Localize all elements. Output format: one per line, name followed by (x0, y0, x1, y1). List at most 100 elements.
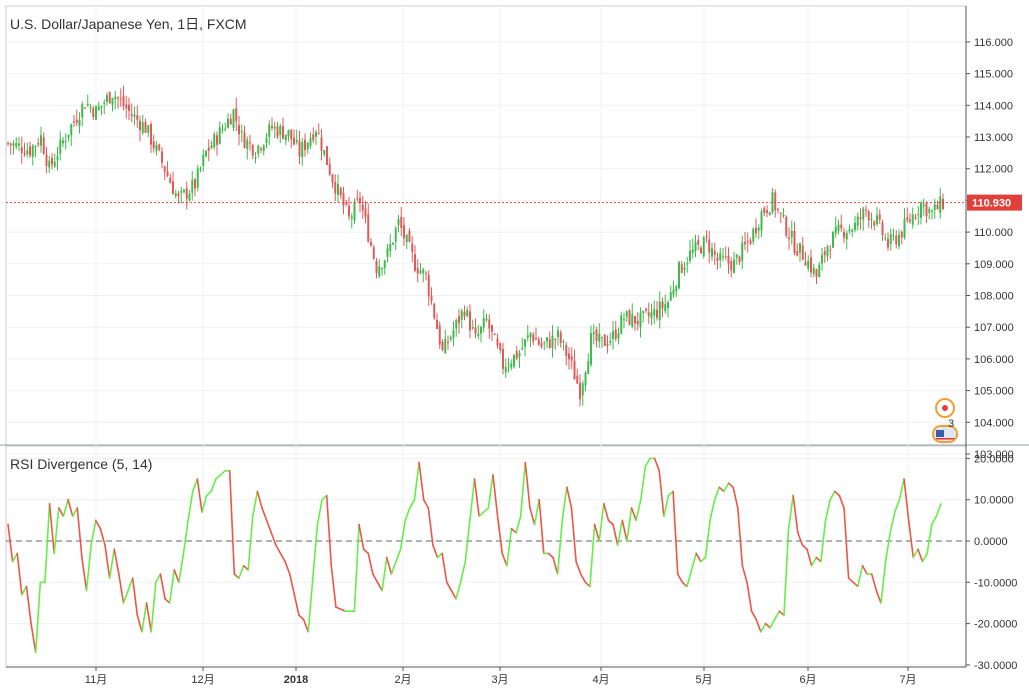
candle-body (458, 316, 460, 324)
rsi-segment (136, 614, 143, 633)
candle-body (414, 254, 416, 271)
candle-body (111, 98, 114, 105)
candle-body (356, 198, 359, 200)
candle-body (782, 214, 785, 217)
rsi-tick-label: -20.0000 (974, 619, 1017, 631)
rsi-segment (663, 494, 670, 518)
candle-body (425, 273, 427, 275)
rsi-segment (630, 507, 637, 522)
rsi-segment (750, 610, 758, 621)
candle-body (829, 249, 832, 251)
candle-body (125, 104, 128, 109)
candle-body (177, 193, 180, 197)
candle-body (598, 333, 601, 342)
rsi-segment (482, 507, 490, 513)
candle-body (378, 266, 381, 277)
rsi-segment (552, 556, 559, 575)
candle-body (928, 208, 931, 213)
candle-body (254, 157, 257, 159)
rsi-segment (478, 511, 485, 518)
candle-body (188, 193, 191, 201)
candle-body (832, 232, 834, 248)
candle-body (271, 126, 273, 129)
candle-body (411, 243, 414, 252)
rsi-series[interactable] (7, 457, 942, 654)
rsi-segment (653, 457, 661, 472)
candle-body (790, 230, 793, 238)
rsi-segment (284, 560, 291, 575)
candle-body (469, 311, 471, 331)
rsi-segment (593, 523, 601, 542)
candlestick-series[interactable] (7, 85, 944, 407)
candle-body (917, 214, 920, 216)
rsi-segment (362, 548, 370, 555)
rsi-segment (519, 461, 527, 518)
event-marker-icon[interactable] (935, 398, 955, 418)
rsi-segment (464, 519, 471, 563)
rsi-segment (889, 511, 896, 534)
candle-body (848, 229, 851, 232)
candle-body (620, 315, 623, 334)
candle-body (579, 382, 581, 400)
candle-body (293, 137, 295, 145)
candle-body (199, 167, 202, 169)
us-flag-event-icon[interactable] (932, 425, 958, 443)
candle-body (273, 126, 276, 129)
price-tick-label: 109.000 (974, 259, 1014, 271)
rsi-segment (399, 519, 407, 551)
rsi-segment (122, 589, 129, 604)
candle-body (779, 212, 782, 214)
rsi-segment (48, 503, 55, 555)
time-tick-label: 4月 (592, 674, 609, 686)
candle-body (375, 260, 378, 274)
candle-body (422, 269, 425, 274)
rsi-segment (760, 622, 767, 633)
last-price-label: 110.930 (972, 198, 1011, 210)
price-tick-label: 106.000 (974, 354, 1014, 366)
candle-body (471, 327, 474, 329)
candle-body (749, 240, 752, 244)
rsi-segment (62, 498, 69, 518)
candle-body (631, 313, 634, 327)
candle-body (680, 264, 683, 273)
candle-body (513, 354, 515, 367)
candle-body (887, 238, 889, 248)
candle-body (276, 126, 279, 137)
candle-body (573, 360, 576, 380)
rsi-segment (427, 507, 434, 546)
candle-body (722, 256, 724, 258)
candle-body (642, 310, 645, 314)
candle-body (711, 248, 713, 257)
rsi-segment (422, 498, 430, 509)
candle-body (906, 217, 909, 220)
candle-body (315, 132, 317, 137)
rsi-segment (191, 478, 199, 493)
rsi-segment (880, 560, 887, 604)
rsi-segment (372, 573, 379, 584)
candle-body (433, 303, 436, 319)
candle-body (606, 343, 609, 346)
candle-body (240, 130, 243, 133)
candle-body (474, 327, 477, 334)
candle-body (12, 143, 15, 146)
candle-body (609, 340, 612, 343)
rsi-segment (538, 498, 545, 555)
rsi-segment (533, 498, 540, 526)
candle-body (326, 146, 328, 165)
rsi-tick-label: -10.0000 (974, 577, 1017, 589)
candle-body (320, 137, 323, 151)
price-tick-label: 105.000 (974, 386, 1014, 398)
candle-body (889, 233, 892, 245)
rsi-segment (150, 581, 157, 633)
candle-body (546, 337, 548, 342)
candle-body (194, 179, 196, 189)
candle-body (342, 193, 345, 206)
rsi-segment (441, 552, 448, 584)
rsi-segment (510, 527, 517, 534)
candle-body (304, 139, 306, 151)
candle-body (738, 256, 741, 263)
rsi-segment (325, 494, 333, 567)
rsi-tick-label: 10.0000 (974, 495, 1014, 507)
rsi-segment (764, 622, 771, 629)
